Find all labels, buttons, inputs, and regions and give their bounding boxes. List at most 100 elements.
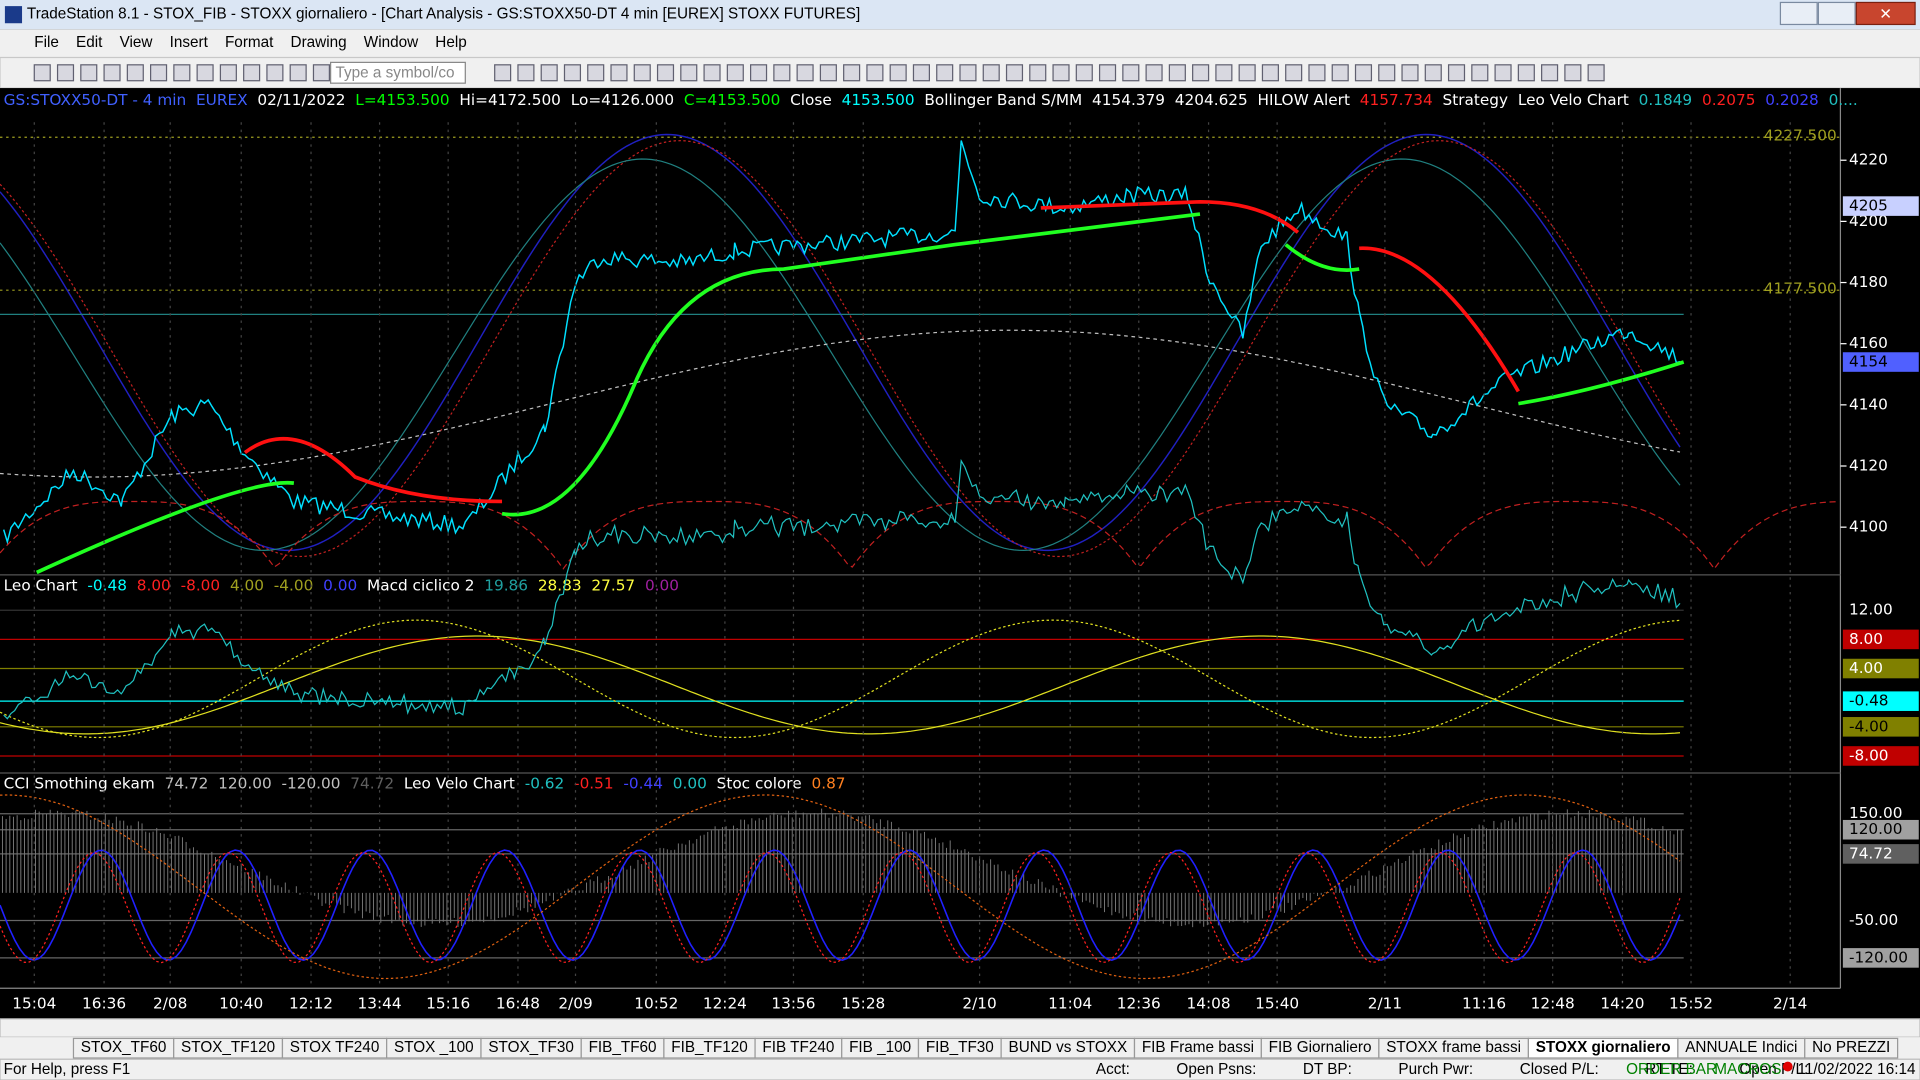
tool-icon[interactable] xyxy=(656,64,675,82)
menu-item[interactable]: Edit xyxy=(76,34,103,51)
tab-label: BUND vs STOXX xyxy=(1008,1039,1127,1056)
menu-item[interactable]: Insert xyxy=(170,34,209,51)
tool-icon[interactable] xyxy=(1215,64,1233,82)
tool-icon[interactable] xyxy=(1238,64,1256,82)
y-tick-label: -0.48 xyxy=(1849,692,1889,710)
tool-icon[interactable] xyxy=(959,64,977,82)
menu-item[interactable]: Drawing xyxy=(291,34,347,51)
tool-icon[interactable] xyxy=(1517,64,1535,82)
menu-item[interactable]: View xyxy=(120,34,154,51)
tool-icon[interactable] xyxy=(703,64,721,82)
order-bar[interactable]: ORDER BAR xyxy=(1626,1061,1717,1078)
tool-icon[interactable] xyxy=(1005,64,1024,82)
tool-icon[interactable] xyxy=(633,64,651,82)
tool-icon[interactable] xyxy=(889,64,907,82)
tool-icon[interactable] xyxy=(243,64,261,82)
tool-icon[interactable] xyxy=(1471,64,1489,82)
x-tick-label: 16:48 xyxy=(496,995,540,1013)
tool-icon[interactable] xyxy=(1378,64,1396,82)
menu-item[interactable]: Format xyxy=(225,34,274,51)
tool-icon[interactable] xyxy=(1192,64,1210,82)
tab-label: STOX_TF120 xyxy=(181,1039,275,1056)
tool-icon[interactable] xyxy=(1029,64,1047,82)
tool-icon[interactable] xyxy=(796,64,814,82)
tool-icon[interactable] xyxy=(912,64,930,82)
tool-icon[interactable] xyxy=(266,64,284,82)
tool-icon[interactable] xyxy=(494,64,512,82)
tool-icon[interactable] xyxy=(1261,64,1279,82)
x-tick-label: 2/11 xyxy=(1368,995,1402,1013)
tool-icon[interactable] xyxy=(1145,64,1163,82)
tool-icon[interactable] xyxy=(173,64,191,82)
tool-icon[interactable] xyxy=(866,64,884,82)
tool-icon[interactable] xyxy=(540,64,558,82)
tool-icon[interactable] xyxy=(1075,64,1093,82)
oscillator-line xyxy=(0,140,1681,558)
window-title: TradeStation 8.1 - STOX_FIB - STOXX gior… xyxy=(27,6,860,23)
tool-icon[interactable] xyxy=(219,64,237,82)
close-button[interactable] xyxy=(1855,1,1916,26)
indicator-label: 4157.734 xyxy=(1360,91,1433,109)
tool-icon[interactable] xyxy=(1354,64,1373,82)
tool-icon[interactable] xyxy=(773,64,791,82)
tool-icon[interactable] xyxy=(843,64,861,82)
tool-icon[interactable] xyxy=(196,64,214,82)
x-tick-label: 15:40 xyxy=(1255,995,1299,1013)
tool-icon[interactable] xyxy=(680,64,698,82)
tool-icon[interactable] xyxy=(1424,64,1442,82)
tool-icon[interactable] xyxy=(80,64,98,82)
tool-icon[interactable] xyxy=(103,64,121,82)
tool-icon[interactable] xyxy=(126,64,144,82)
tool-icon[interactable] xyxy=(1447,64,1466,82)
tool-icon[interactable] xyxy=(936,64,954,82)
tool-icon[interactable] xyxy=(1122,64,1140,82)
tab[interactable] xyxy=(1804,1037,1899,1059)
status-field: Purch Pwr: xyxy=(1398,1061,1473,1078)
tool-icon[interactable] xyxy=(517,64,535,82)
tool-icon[interactable] xyxy=(1401,64,1419,82)
tool-icon[interactable] xyxy=(1541,64,1559,82)
tool-icon[interactable] xyxy=(1098,64,1117,82)
axis-badge xyxy=(1842,948,1919,968)
tool-icon[interactable] xyxy=(289,64,307,82)
tab-label: ANNUALE Indici xyxy=(1685,1039,1797,1056)
indicator-label: Close xyxy=(790,91,832,109)
minimize-button[interactable] xyxy=(1779,1,1818,26)
tool-icon[interactable] xyxy=(587,64,605,82)
tool-icon[interactable] xyxy=(563,64,582,82)
tool-icon[interactable] xyxy=(1331,64,1349,82)
indicator-label: -8.00 xyxy=(181,576,221,594)
tool-icon[interactable] xyxy=(1494,64,1512,82)
indicator-label: Bollinger Band S/MM xyxy=(924,91,1082,109)
tool-icon[interactable] xyxy=(33,64,51,82)
bollinger-mid xyxy=(0,329,1681,478)
tool-icon[interactable] xyxy=(150,64,168,82)
y-tick-label: 4120 xyxy=(1849,457,1888,475)
tool-icon[interactable] xyxy=(1587,64,1605,82)
tool-icon[interactable] xyxy=(982,64,1000,82)
axis-badge xyxy=(1842,717,1919,737)
tab-label: STOXX frame bassi xyxy=(1386,1039,1521,1056)
tab-label: FIB _100 xyxy=(849,1039,911,1056)
menu-item[interactable]: Window xyxy=(364,34,419,51)
maximize-button[interactable] xyxy=(1817,1,1856,26)
scrollbar[interactable] xyxy=(0,1018,1920,1038)
tool-icon[interactable] xyxy=(750,64,768,82)
tool-icon[interactable] xyxy=(1564,64,1582,82)
tool-icon[interactable] xyxy=(726,64,744,82)
tool-icon[interactable] xyxy=(1285,64,1303,82)
indicator-label: 0.00 xyxy=(645,576,679,594)
x-tick-label: 15:04 xyxy=(12,995,56,1013)
tool-icon[interactable] xyxy=(312,64,330,82)
tool-icon[interactable] xyxy=(819,64,837,82)
tool-icon[interactable] xyxy=(610,64,628,82)
tool-icon[interactable] xyxy=(1052,64,1070,82)
x-tick-label: 14:20 xyxy=(1600,995,1644,1013)
macros[interactable]: MACROS xyxy=(1714,1061,1781,1078)
menu-item[interactable]: File xyxy=(34,34,59,51)
tool-icon[interactable] xyxy=(1308,64,1326,82)
tool-icon[interactable] xyxy=(56,64,75,82)
tool-icon[interactable] xyxy=(1168,64,1186,82)
symbol-box[interactable] xyxy=(330,61,466,84)
menu-item[interactable]: Help xyxy=(435,34,466,51)
